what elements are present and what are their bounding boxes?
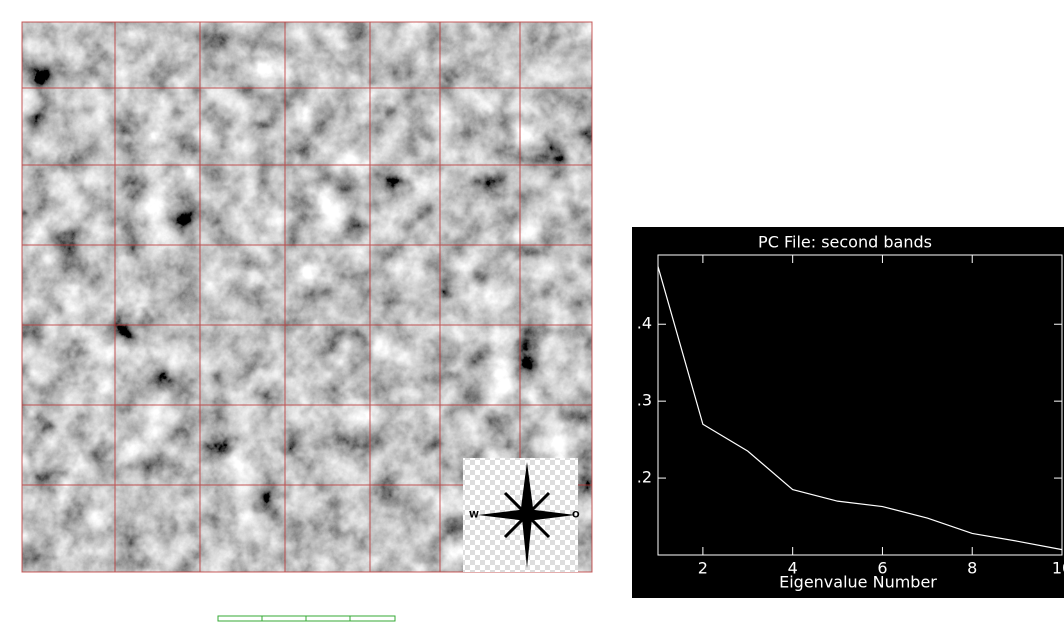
compass-east: O bbox=[572, 511, 580, 521]
x-axis-label: Eigenvalue Number bbox=[779, 573, 937, 592]
chart-title: PC File: second bands bbox=[758, 233, 932, 252]
eigenvalue-plot: PC File: second bands Eigenvalue Number … bbox=[632, 227, 1064, 598]
y-tick-label: .4 bbox=[637, 314, 652, 333]
x-tick-label: 10 bbox=[1052, 559, 1064, 578]
x-tick-label: 8 bbox=[967, 559, 977, 578]
plot-background bbox=[632, 227, 1064, 598]
compass: W O bbox=[463, 458, 580, 572]
y-tick-label: .2 bbox=[637, 468, 652, 487]
figure: W O PC File: second bands Eigenvalue Num… bbox=[0, 0, 1064, 628]
x-tick-label: 4 bbox=[788, 559, 798, 578]
satellite-map: W O bbox=[22, 22, 592, 621]
x-tick-label: 6 bbox=[877, 559, 887, 578]
compass-west: W bbox=[469, 511, 479, 521]
y-tick-label: .3 bbox=[637, 391, 652, 410]
scale-bar bbox=[218, 616, 395, 621]
x-tick-label: 2 bbox=[698, 559, 708, 578]
